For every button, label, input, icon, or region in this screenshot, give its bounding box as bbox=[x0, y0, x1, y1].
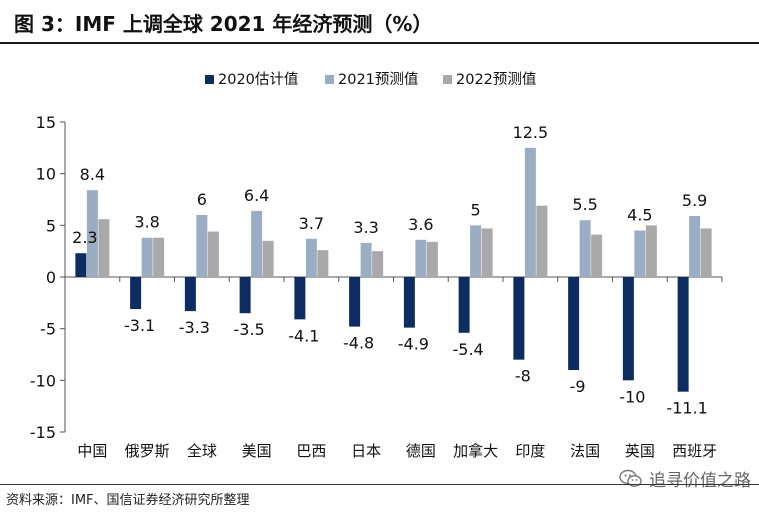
bar-2022预测值-德国 bbox=[426, 241, 438, 277]
category-label: 俄罗斯 bbox=[125, 442, 170, 460]
data-label: -3.5 bbox=[234, 320, 265, 339]
bar-2021预测值-俄罗斯 bbox=[141, 237, 153, 277]
data-label: -9 bbox=[570, 377, 586, 396]
data-label: -3.3 bbox=[179, 318, 210, 337]
wechat-icon bbox=[619, 469, 643, 489]
data-label: -10 bbox=[619, 387, 645, 406]
bar-2020估计值-美国 bbox=[239, 277, 251, 314]
data-label: 8.4 bbox=[80, 165, 105, 184]
bar-2022预测值-日本 bbox=[372, 251, 384, 277]
category-label: 法国 bbox=[570, 442, 600, 460]
bar-2020估计值-巴西 bbox=[294, 277, 306, 320]
bar-2021预测值-巴西 bbox=[305, 238, 317, 277]
data-label: 3.6 bbox=[408, 215, 433, 234]
bar-2020估计值-中国 bbox=[75, 253, 87, 277]
bar-2020估计值-西班牙 bbox=[677, 277, 689, 392]
data-label: -4.8 bbox=[343, 334, 374, 353]
category-label: 中国 bbox=[77, 442, 107, 460]
data-label: 5 bbox=[471, 200, 481, 219]
bar-chart: -15 -10 -5 0 5 10 15 2.3 -3.1 -3.3 -3.5 -4.1 -4.8 -4.… bbox=[30, 71, 723, 460]
category-label: 德国 bbox=[406, 442, 436, 460]
source-divider bbox=[0, 484, 759, 485]
bar-2022预测值-法国 bbox=[591, 234, 603, 277]
y-tick-label: -10 bbox=[30, 371, 56, 390]
bar-2022预测值-美国 bbox=[262, 240, 274, 277]
data-label: -3.1 bbox=[124, 316, 155, 335]
data-label: 5.9 bbox=[682, 191, 707, 210]
category-label: 全球 bbox=[187, 442, 217, 460]
chart-area: -15 -10 -5 0 5 10 15 2.3 -3.1 -3.3 -3.5 -4.1 -4.8 -4.… bbox=[0, 44, 759, 484]
legend-label: 2020估计值 bbox=[218, 71, 298, 88]
bar-2021预测值-美国 bbox=[251, 210, 263, 277]
y-tick-label: 15 bbox=[36, 113, 56, 132]
category-label: 美国 bbox=[242, 442, 272, 460]
bar-2020估计值-加拿大 bbox=[458, 277, 470, 333]
data-label: -5.4 bbox=[453, 340, 484, 359]
data-label: 6 bbox=[197, 190, 207, 209]
bar-2020估计值-日本 bbox=[349, 277, 361, 327]
data-label: 3.8 bbox=[134, 213, 159, 232]
bar-2020估计值-印度 bbox=[513, 277, 525, 360]
data-label: 3.3 bbox=[353, 218, 378, 237]
category-label: 加拿大 bbox=[453, 442, 498, 460]
bar-2021预测值-日本 bbox=[360, 242, 372, 277]
source-note: 资料来源：IMF、国信证券经济研究所整理 bbox=[6, 493, 250, 508]
data-label: -4.1 bbox=[288, 326, 319, 345]
y-tick-label: 5 bbox=[46, 216, 56, 235]
bar-2020估计值-全球 bbox=[184, 277, 196, 312]
y-tick-label: 10 bbox=[36, 165, 56, 184]
data-label: -11.1 bbox=[666, 399, 707, 418]
data-label: 3.7 bbox=[299, 214, 324, 233]
chart-title: 图 3：IMF 上调全球 2021 年经济预测（%） bbox=[14, 12, 433, 36]
category-label: 英国 bbox=[625, 442, 655, 460]
bar-2020估计值-法国 bbox=[568, 277, 580, 370]
watermark-text: 追寻价值之路 bbox=[649, 471, 751, 491]
bar-2021预测值-西班牙 bbox=[689, 216, 701, 277]
data-label: 2.3 bbox=[72, 228, 97, 247]
bar-2021预测值-全球 bbox=[196, 215, 208, 277]
bar-2022预测值-印度 bbox=[536, 205, 548, 277]
bar-2021预测值-中国 bbox=[86, 190, 98, 277]
bar-2020估计值-德国 bbox=[403, 277, 415, 328]
bar-2021预测值-德国 bbox=[415, 239, 427, 277]
bar-2022预测值-巴西 bbox=[317, 250, 329, 277]
watermark: 追寻价值之路 bbox=[619, 466, 751, 491]
bar-2022预测值-加拿大 bbox=[481, 228, 493, 277]
category-label: 西班牙 bbox=[672, 442, 717, 460]
data-label: 4.5 bbox=[627, 206, 652, 225]
bar-2020估计值-英国 bbox=[622, 277, 634, 381]
bar-2021预测值-法国 bbox=[579, 220, 591, 277]
y-tick-label: -5 bbox=[40, 320, 56, 339]
bar-2022预测值-中国 bbox=[98, 219, 110, 277]
bar-2022预测值-全球 bbox=[207, 231, 219, 277]
legend-label: 2022预测值 bbox=[456, 71, 536, 88]
bar-2021预测值-印度 bbox=[524, 147, 536, 277]
category-label: 巴西 bbox=[296, 442, 326, 460]
category-label: 日本 bbox=[351, 442, 381, 460]
data-label: 5.5 bbox=[572, 195, 597, 214]
data-label: -4.9 bbox=[398, 335, 429, 354]
legend-label: 2021预测值 bbox=[338, 71, 418, 88]
data-label: -8 bbox=[515, 367, 531, 386]
title-bar: 图 3：IMF 上调全球 2021 年经济预测（%） bbox=[0, 0, 759, 44]
bar-2022预测值-西班牙 bbox=[700, 228, 712, 277]
y-tick-label: 0 bbox=[46, 268, 56, 287]
bar-2021预测值-加拿大 bbox=[470, 225, 482, 277]
bar-2021预测值-英国 bbox=[634, 230, 646, 277]
y-tick-label: -15 bbox=[30, 423, 56, 442]
bar-2022预测值-英国 bbox=[645, 225, 657, 277]
legend-swatch bbox=[325, 75, 334, 84]
data-label: 6.4 bbox=[244, 186, 269, 205]
category-label: 印度 bbox=[515, 442, 545, 460]
data-label: 12.5 bbox=[513, 123, 549, 142]
legend-swatch bbox=[205, 75, 214, 84]
bar-2022预测值-俄罗斯 bbox=[153, 237, 165, 277]
legend-swatch bbox=[443, 75, 452, 84]
bar-2020估计值-俄罗斯 bbox=[130, 277, 142, 310]
